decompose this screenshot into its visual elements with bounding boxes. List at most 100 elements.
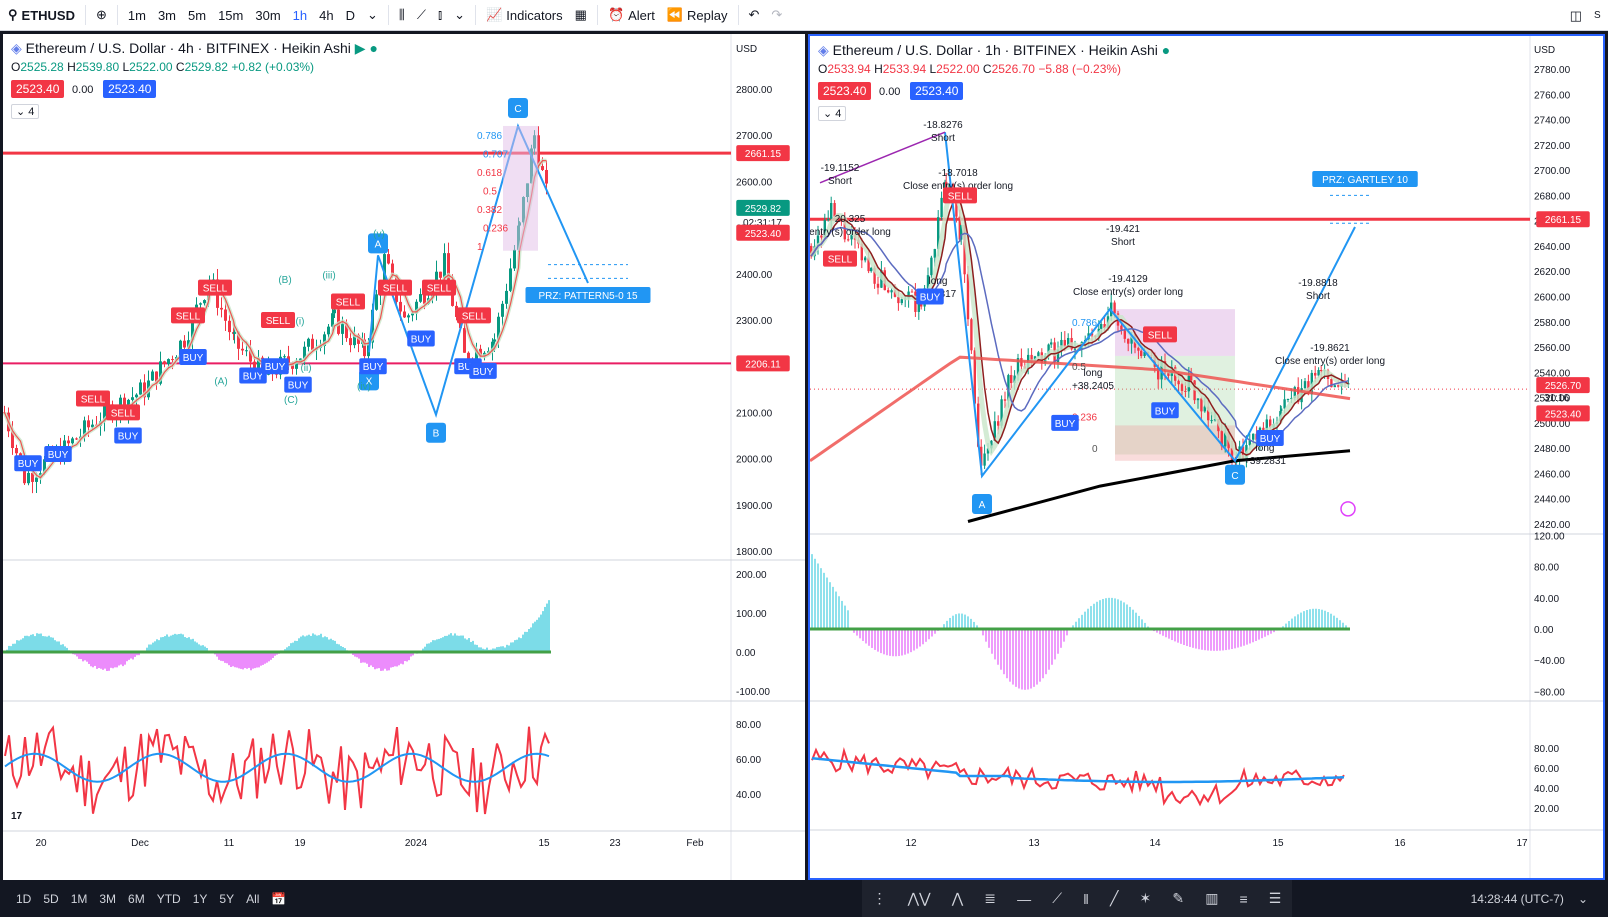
settings-button[interactable]: S (1588, 0, 1608, 31)
right-close: 2526.70 (991, 62, 1035, 76)
range-1d[interactable]: 1D (16, 891, 32, 906)
fib-channel-icon[interactable]: ≡ (1239, 890, 1248, 907)
chart-type-dropdown[interactable]: ⌄ (448, 0, 471, 31)
divider (737, 5, 739, 25)
osc2-tick: 80.00 (736, 720, 761, 731)
candle-body (479, 348, 482, 357)
range-ytd[interactable]: YTD (156, 891, 181, 906)
buy-signal: BUY (1260, 434, 1281, 445)
drag-handle-icon[interactable]: ⋮ (872, 890, 887, 906)
right-chart-canvas[interactable]: USD 2780.00 2760.00 2740.00 2720.00 2700.00 26… (810, 36, 1603, 878)
position-icon[interactable]: ▥ (1205, 890, 1219, 906)
interval-1m[interactable]: 1m (127, 7, 146, 23)
range-5d[interactable]: 5D (43, 891, 59, 906)
candle-body (257, 357, 260, 376)
pattern-icon[interactable]: ✶ (1139, 890, 1152, 906)
candle-body (493, 339, 496, 342)
range-all[interactable]: All (246, 891, 260, 906)
candle-body (917, 297, 920, 312)
last-price-label: 2529.82 (745, 204, 782, 215)
buy-signal: BUY (411, 334, 432, 345)
candle-body (1333, 385, 1336, 388)
fib-icon[interactable]: ≣ (984, 890, 997, 906)
add-symbol-button[interactable]: ⊕ (90, 0, 113, 31)
interval-4h[interactable]: 4h (319, 7, 334, 23)
left-buy-price[interactable]: 2523.40 (103, 80, 157, 98)
trend-line-icon[interactable]: ╱ (1110, 890, 1119, 906)
strategy-note-sub: Short (828, 176, 852, 187)
redo-button[interactable]: ↷ (765, 0, 788, 31)
candle-body (245, 350, 248, 352)
indicators-button[interactable]: 📈 Indicators (480, 0, 569, 31)
right-chart-pane[interactable]: USD 2780.00 2760.00 2740.00 2720.00 2700.00 26… (808, 34, 1605, 880)
indicators-label: Indicators (506, 7, 563, 23)
point-a: A (979, 500, 986, 511)
range-group: 1D 5D 1M 3M 6M YTD 1Y 5Y All (0, 892, 265, 906)
left-indicator-toggle[interactable]: ⌄ 4 (11, 104, 40, 119)
candle-body (220, 307, 223, 310)
candle-body (455, 305, 458, 317)
chart-type-button[interactable]: ⫾ (432, 0, 448, 31)
alert-button[interactable]: ⏰ Alert (602, 0, 661, 31)
sell-signal: SELL (948, 191, 973, 202)
layouts-button[interactable]: ▦ (569, 0, 593, 31)
candle-body (1180, 384, 1184, 391)
interval-D[interactable]: D (345, 7, 355, 23)
date-range-button[interactable]: 📅 (265, 892, 292, 906)
candle-body (1056, 349, 1060, 363)
point-b: B (433, 429, 440, 440)
candle-body (966, 274, 970, 320)
time-tick: 11 (224, 838, 235, 849)
sell-signal-bg (1143, 326, 1177, 343)
right-indicator-toggle[interactable]: ⌄ 4 (818, 106, 847, 121)
layout-toggle-button[interactable]: ◫ (1564, 0, 1588, 31)
fib-level: 0.786 (477, 131, 502, 142)
range-1m[interactable]: 1M (70, 891, 88, 906)
interval-1h[interactable]: 1h (292, 7, 308, 23)
right-buy-price[interactable]: 2523.40 (910, 82, 964, 100)
left-sell-price[interactable]: 2523.40 (11, 80, 65, 98)
wave-label: (B) (278, 275, 291, 286)
left-chart-pane[interactable]: USD2800.002700.002600.002500.002400.0023… (3, 34, 805, 880)
sell-signal-bg (331, 293, 365, 310)
replay-button[interactable]: ⏪ Replay (661, 0, 734, 31)
candle-body (349, 338, 352, 346)
ethereum-icon: ◈ (11, 40, 22, 56)
sell-signal-bg (378, 279, 412, 296)
sell-signal: SELL (828, 255, 853, 266)
interval-3m[interactable]: 3m (157, 7, 177, 23)
xabcd-pattern-icon[interactable]: ⋀⋁ (907, 890, 931, 906)
candle-body (545, 169, 548, 184)
compare-button[interactable]: ⟋ (411, 0, 432, 31)
ruler-icon[interactable]: ⟋ (1052, 890, 1063, 906)
brush-icon[interactable]: ✎ (1172, 890, 1185, 906)
horizontal-line-icon[interactable]: — (1017, 890, 1032, 907)
range-5y[interactable]: 5Y (219, 891, 235, 906)
range-3m[interactable]: 3M (99, 891, 117, 906)
range-1y[interactable]: 1Y (192, 891, 208, 906)
sell-signal: SELL (111, 408, 136, 419)
candle-body (970, 319, 973, 351)
undo-button[interactable]: ↶ (743, 0, 766, 31)
fib-extension-icon[interactable]: ☰ (1268, 890, 1282, 906)
interval-dropdown[interactable]: ⌄ (361, 0, 384, 31)
bars-pattern-icon[interactable]: ‖ (1083, 890, 1089, 907)
ema-long (810, 355, 1351, 463)
abcd-pattern-icon[interactable]: ⋀ (951, 890, 964, 906)
osc1-tick: 0.00 (736, 648, 756, 659)
loss-zone (1115, 425, 1235, 461)
buy-signal-bg (44, 445, 72, 462)
range-6m[interactable]: 6M (128, 891, 145, 906)
price-tick: 2000.00 (736, 455, 773, 466)
candle-body (1037, 352, 1040, 357)
candle-body (75, 438, 78, 440)
interval-30m[interactable]: 30m (255, 7, 281, 23)
symbol-search[interactable]: ⚲ ETHUSD (0, 0, 81, 31)
right-sell-price[interactable]: 2523.40 (818, 82, 872, 100)
left-chart-canvas[interactable]: USD2800.002700.002600.002500.002400.0023… (3, 34, 805, 880)
interval-15m[interactable]: 15m (218, 7, 244, 23)
currency-label: USD (1534, 45, 1555, 56)
bar-style-button[interactable]: ⫼ (393, 0, 411, 31)
candle-body (937, 217, 940, 250)
interval-5m[interactable]: 5m (188, 7, 207, 23)
